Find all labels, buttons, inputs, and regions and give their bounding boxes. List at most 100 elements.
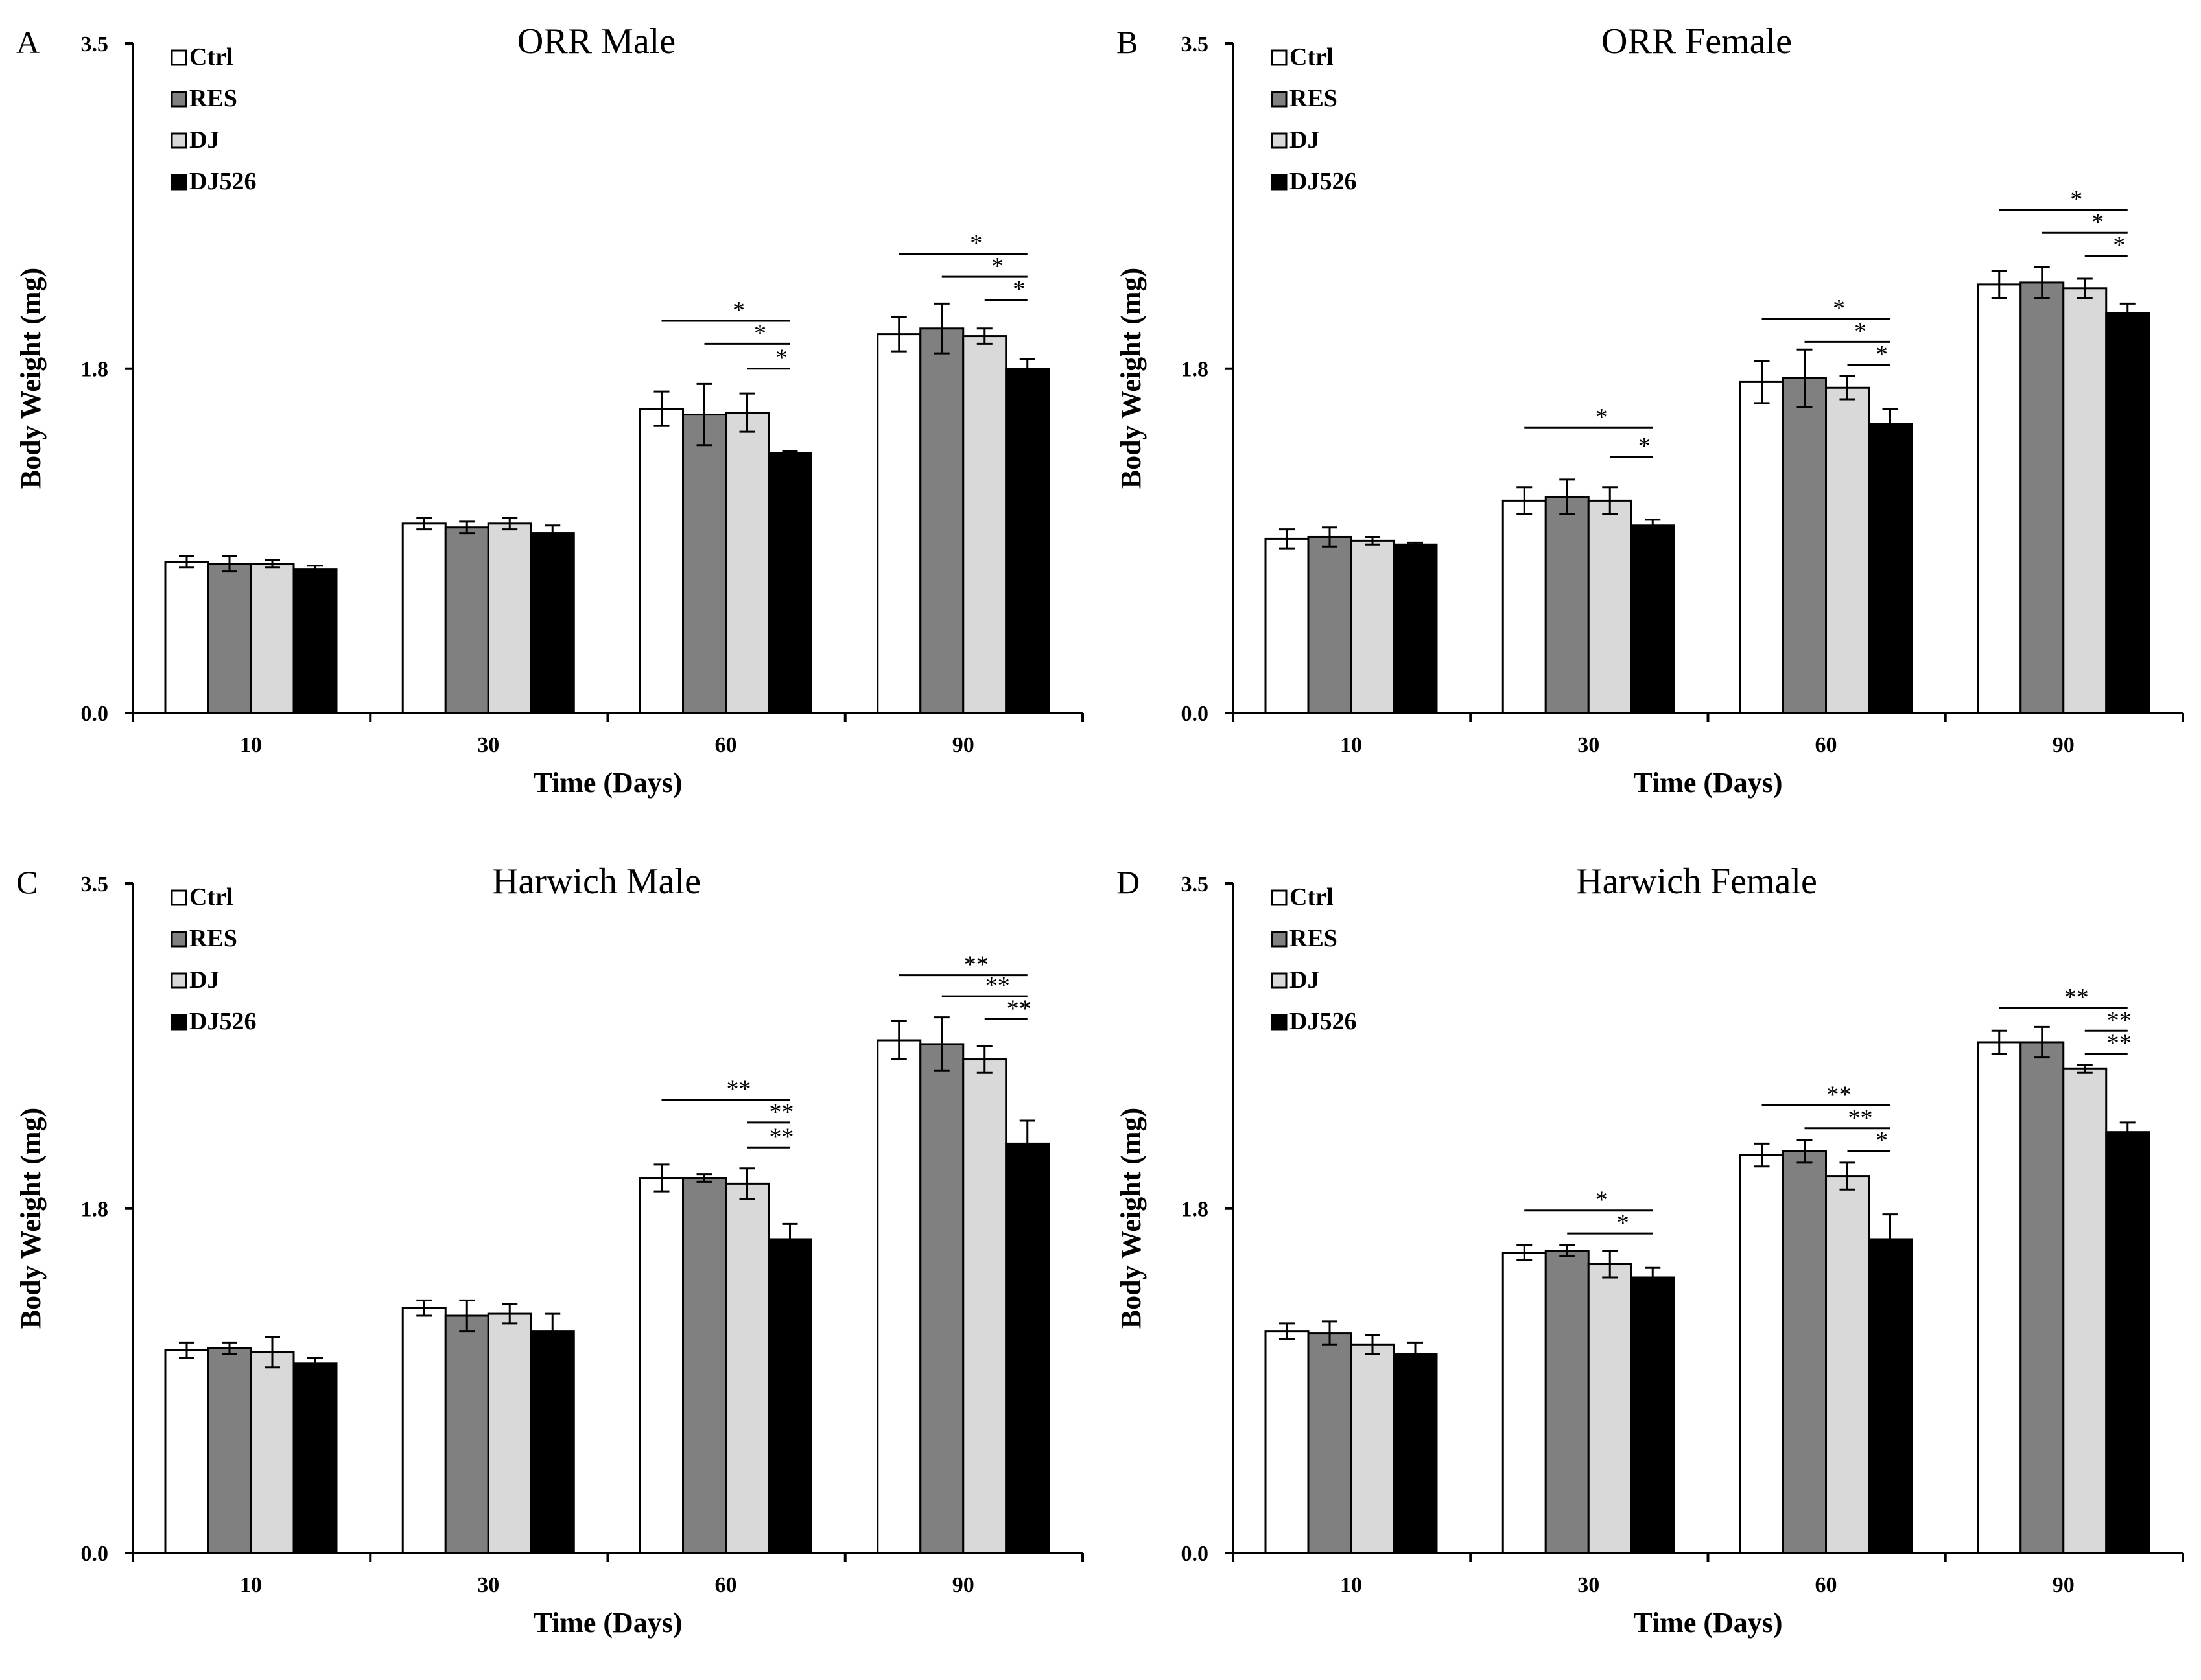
- chart-svg-d: D Harwich Female 0.0 1.8 3.5 Body Weight (mg)…: [1115, 861, 2184, 1639]
- bar-dj526-90: [2105, 1131, 2150, 1554]
- legend-label-dj526: DJ526: [1289, 168, 1356, 195]
- chart-title: ORR Female: [1601, 21, 1792, 62]
- bar-ctrl-10: [164, 561, 209, 714]
- bar-dj-30: [1587, 499, 1632, 714]
- y-axis-label: Body Weight (mg): [15, 1108, 47, 1329]
- legend-label-res: RES: [1289, 85, 1337, 112]
- chart-svg-c: C Harwich Male 0.0 1.8 3.5 Body Weight (mg) Ti…: [15, 861, 1084, 1639]
- legend-label-dj: DJ: [189, 126, 219, 154]
- significance-marker: *: [754, 320, 766, 347]
- bar-dj-90: [962, 335, 1007, 714]
- bar-dj526-10: [1393, 1353, 1438, 1554]
- legend-swatch-dj526: [171, 174, 187, 191]
- x-tick-label: 30: [477, 733, 499, 757]
- bar-res-60: [682, 1177, 727, 1554]
- significance-marker: *: [1854, 318, 1866, 345]
- bar-res-30: [1544, 495, 1590, 714]
- x-tick-label: 10: [240, 733, 262, 757]
- chart-title: Harwich Male: [492, 861, 701, 902]
- bar-ctrl-60: [639, 408, 684, 714]
- bar-res-30: [444, 1314, 489, 1554]
- significance-marker: *: [1876, 341, 1888, 368]
- legend-label-res: RES: [189, 85, 237, 112]
- significance-marker: **: [1827, 1081, 1852, 1108]
- bar-dj526-60: [768, 1238, 812, 1554]
- panel-label: A: [16, 24, 40, 60]
- x-axis-label: Time (Days): [1633, 1607, 1782, 1639]
- x-tick-label: 90: [2053, 1573, 2075, 1597]
- y-tick-label: 0.0: [81, 702, 109, 726]
- bar-dj-60: [1825, 1175, 1870, 1554]
- bar-dj-10: [1350, 1343, 1395, 1554]
- y-tick-label: 3.5: [81, 32, 109, 56]
- significance-marker: **: [1007, 996, 1031, 1023]
- bar-ctrl-90: [877, 333, 922, 714]
- bar-dj526-60: [1868, 423, 1913, 714]
- bar-dj-30: [487, 522, 532, 714]
- bar-res-30: [1544, 1250, 1590, 1554]
- y-tick-label: 3.5: [81, 872, 109, 896]
- y-tick-label: 1.8: [1181, 358, 1209, 382]
- bar-dj-10: [250, 1351, 295, 1554]
- significance-marker: *: [1617, 1209, 1629, 1237]
- x-tick-label: 60: [1815, 1573, 1837, 1597]
- bar-res-90: [2019, 281, 2065, 714]
- legend-label-res: RES: [1289, 925, 1337, 952]
- bar-res-90: [2019, 1041, 2065, 1554]
- x-tick-label: 60: [1815, 733, 1837, 757]
- legend-label-dj526: DJ526: [189, 1008, 256, 1035]
- x-tick-label: 90: [952, 733, 974, 757]
- significance-marker: **: [964, 951, 989, 979]
- legend-swatch-res: [171, 91, 187, 108]
- bar-ctrl-90: [877, 1039, 922, 1554]
- x-tick-label: 10: [1340, 733, 1362, 757]
- bar-dj526-30: [530, 1330, 575, 1554]
- bar-dj526-10: [292, 1362, 338, 1554]
- y-axis-label: Body Weight (mg): [1115, 1108, 1147, 1329]
- significance-marker: *: [970, 230, 982, 257]
- bar-dj526-90: [2105, 312, 2150, 714]
- legend-swatch-dj526: [1271, 1014, 1288, 1031]
- bar-dj526-60: [1868, 1238, 1913, 1554]
- x-tick-label: 30: [1577, 733, 1599, 757]
- x-tick-label: 30: [477, 1573, 499, 1597]
- significance-marker: **: [1848, 1104, 1873, 1132]
- legend-swatch-dj526: [171, 1014, 187, 1031]
- significance-marker: **: [2064, 984, 2089, 1011]
- y-tick-label: 3.5: [1181, 872, 1209, 896]
- bar-dj526-30: [530, 532, 575, 714]
- bar-ctrl-10: [1264, 1330, 1310, 1554]
- legend-swatch-ctrl: [171, 49, 187, 66]
- x-tick-label: 90: [952, 1573, 974, 1597]
- y-axis-label: Body Weight (mg): [15, 268, 47, 489]
- significance-marker: *: [775, 345, 788, 372]
- significance-marker: *: [1833, 295, 1845, 322]
- x-axis-label: Time (Days): [533, 767, 682, 799]
- bar-ctrl-60: [1739, 380, 1784, 714]
- bar-ctrl-60: [639, 1177, 684, 1554]
- chart-panel-d: D Harwich Female 0.0 1.8 3.5 Body Weight (mg)…: [1100, 840, 2200, 1680]
- panel-label: D: [1116, 864, 1140, 900]
- x-tick-label: 90: [2053, 733, 2075, 757]
- significance-marker: **: [770, 1123, 794, 1150]
- chart-svg-a: A ORR Male 0.0 1.8 3.5 Body Weight (mg) Time (…: [15, 21, 1084, 799]
- significance-marker: *: [1638, 433, 1651, 460]
- significance-marker: **: [2107, 1007, 2132, 1034]
- legend-swatch-dj: [1271, 132, 1288, 149]
- significance-marker: *: [2070, 186, 2082, 213]
- bar-dj-60: [1825, 386, 1870, 714]
- bar-dj526-10: [1393, 543, 1438, 714]
- significance-marker: **: [2107, 1030, 2132, 1057]
- bar-dj526-10: [292, 568, 338, 714]
- legend-label-ctrl: Ctrl: [189, 883, 233, 911]
- bar-res-90: [919, 1043, 965, 1554]
- legend-label-ctrl: Ctrl: [189, 43, 233, 71]
- bar-dj-90: [2062, 1068, 2108, 1554]
- bar-res-60: [1782, 1150, 1827, 1554]
- y-tick-label: 0.0: [1181, 1542, 1209, 1566]
- significance-marker: **: [727, 1076, 751, 1103]
- bar-res-10: [207, 1347, 252, 1554]
- y-tick-label: 1.8: [1181, 1198, 1209, 1222]
- legend-label-dj: DJ: [1289, 966, 1319, 994]
- significance-marker: **: [770, 1099, 794, 1126]
